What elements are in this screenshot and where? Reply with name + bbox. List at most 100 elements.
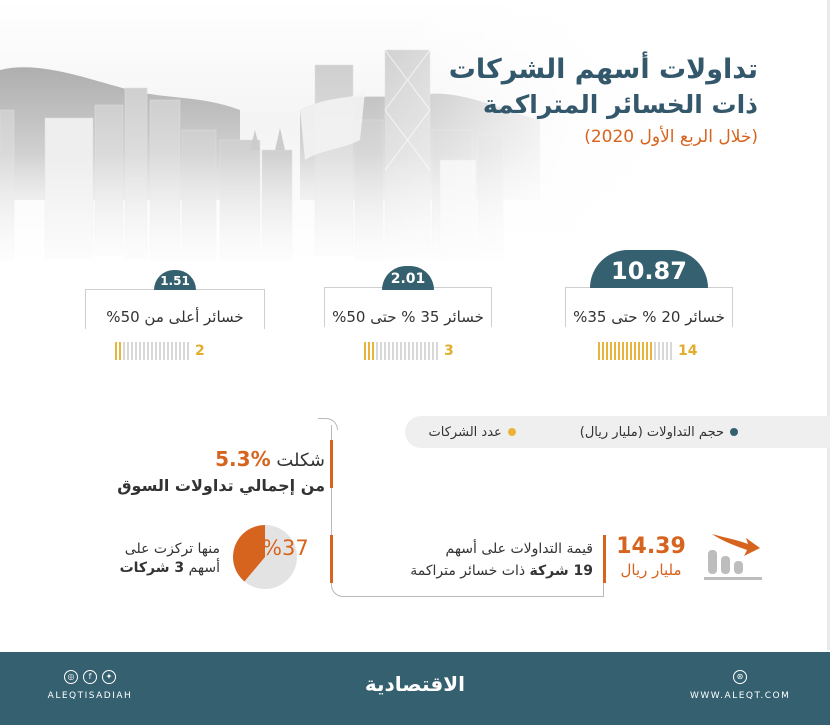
gauge-tick <box>151 342 153 360</box>
market-share-block: شكلت %5.3 من إجمالي تداولات السوق <box>117 446 325 498</box>
volume-badge: 1.51 <box>154 270 196 290</box>
gauge-tick <box>123 342 125 360</box>
right-edge-strip <box>827 0 830 650</box>
gauge-tick <box>606 342 608 360</box>
gauge-tick <box>408 342 410 360</box>
market-share-line: شكلت %5.3 <box>117 446 325 474</box>
legend-item-volume: حجم التداولات (مليار ريال) <box>580 425 738 440</box>
pie-slice-37 <box>232 525 265 582</box>
total-line1: قيمة التداولات على أسهم <box>445 541 593 557</box>
chart-legend: حجم التداولات (مليار ريال) عدد الشركات <box>405 416 830 448</box>
concentration-line2: أسهم 3 شركات <box>120 559 220 578</box>
companies-count: 3 <box>444 343 454 359</box>
gauge-tick <box>404 342 406 360</box>
legend-companies-label: عدد الشركات <box>428 424 502 440</box>
gauge-tick <box>179 342 181 360</box>
gauge-tick <box>380 342 382 360</box>
gauge-tick <box>131 342 133 360</box>
accent-bar-total <box>603 535 606 583</box>
gauge-tick <box>388 342 390 360</box>
gauge-tick <box>155 342 157 360</box>
share-prefix: شكلت <box>276 450 325 471</box>
market-share-suffix: من إجمالي تداولات السوق <box>117 476 325 495</box>
gauge-tick <box>634 342 636 360</box>
volume-badge: 2.01 <box>382 266 434 290</box>
gauge-tick <box>610 342 612 360</box>
accent-bar-share <box>330 440 333 488</box>
total-unit: مليار ريال <box>620 561 682 579</box>
gauge-tick <box>139 342 141 360</box>
companies-gauge: 14 <box>598 342 697 360</box>
gauge-tick <box>646 342 648 360</box>
facebook-icon[interactable]: f <box>83 670 97 684</box>
legend-item-companies: عدد الشركات <box>429 425 516 440</box>
gauge-tick <box>622 342 624 360</box>
gauge-tick <box>412 342 414 360</box>
total-value-block: 14.39 مليار ريال <box>615 534 687 580</box>
category-card-above-50: 1.51 خسائر أعلى من 50% 2 <box>85 266 265 370</box>
category-card-20-35: 10.87 خسائر 20 % حتى 35% 14 <box>565 250 733 370</box>
gauge-tick <box>372 342 374 360</box>
declining-bars-icon <box>704 528 764 588</box>
total-companies-bold: 19 شركة <box>529 563 593 579</box>
gauge-tick <box>392 342 394 360</box>
gauge-tick <box>147 342 149 360</box>
social-handle[interactable]: ALEQTISADIAH <box>47 691 133 701</box>
header-title-block: تداولات أسهم الشركات ذات الخسائر المتراك… <box>449 52 758 152</box>
gauge-tick <box>376 342 378 360</box>
gauge-tick <box>396 342 398 360</box>
volume-dot-icon <box>730 428 738 436</box>
gauge-tick <box>400 342 402 360</box>
social-block: ◎ f ✦ ALEQTISADIAH <box>40 670 140 701</box>
gauge-tick <box>420 342 422 360</box>
total-description: قيمة التداولات على أسهم 19 شركة ذات خسائ… <box>410 538 593 582</box>
gauge-tick <box>127 342 129 360</box>
companies-dot-icon <box>507 428 516 436</box>
hero-fade-overlay <box>0 0 830 280</box>
globe-icon: ⊛ <box>733 670 747 684</box>
gauge-tick <box>119 342 121 360</box>
instagram-icon[interactable]: ◎ <box>64 670 78 684</box>
gauge-tick <box>115 342 117 360</box>
gauge-tick <box>171 342 173 360</box>
total-line2: 19 شركة ذات خسائر متراكمة <box>410 560 593 582</box>
gauge-tick <box>626 342 628 360</box>
volume-badge: 10.87 <box>590 250 708 288</box>
gauge-tick <box>432 342 434 360</box>
page-title: تداولات أسهم الشركات <box>448 54 758 85</box>
concentration-line2-bold: 3 شركات <box>119 560 185 576</box>
tick-bar <box>598 342 672 360</box>
category-card-35-50: 2.01 خسائر 35 % حتى 50% 3 <box>324 258 492 370</box>
gauge-tick <box>167 342 169 360</box>
website-link[interactable]: WWW.ALEQT.COM <box>690 691 791 701</box>
gauge-tick <box>614 342 616 360</box>
category-label: خسائر أعلى من 50% <box>106 308 244 326</box>
gauge-tick <box>368 342 370 360</box>
summary-connector-frame <box>331 425 604 597</box>
share-value: %5.3 <box>215 447 271 471</box>
concentration-text: منها تركزت على أسهم 3 شركات <box>120 540 220 578</box>
companies-gauge: 3 <box>364 342 454 360</box>
gauge-tick <box>638 342 640 360</box>
gauge-tick <box>416 342 418 360</box>
concentration-percent: %37 <box>262 536 309 560</box>
gauge-tick <box>602 342 604 360</box>
gauge-tick <box>658 342 660 360</box>
gauge-tick <box>666 342 668 360</box>
concentration-line1: منها تركزت على <box>124 541 220 557</box>
companies-count: 2 <box>195 343 205 359</box>
period-label: (خلال الربع الأول 2020) <box>584 127 758 147</box>
website-block: ⊛ WWW.ALEQT.COM <box>690 670 790 701</box>
gauge-tick <box>364 342 366 360</box>
gauge-tick <box>143 342 145 360</box>
brand-logo: الاقتصادية <box>364 672 465 696</box>
gauge-tick <box>436 342 438 360</box>
gauge-tick <box>618 342 620 360</box>
accent-bar-pie <box>330 535 333 583</box>
legend-volume-label: حجم التداولات (مليار ريال) <box>579 424 724 440</box>
gauge-tick <box>662 342 664 360</box>
twitter-icon[interactable]: ✦ <box>102 670 116 684</box>
gauge-tick <box>424 342 426 360</box>
companies-gauge: 2 <box>115 342 205 360</box>
gauge-tick <box>135 342 137 360</box>
